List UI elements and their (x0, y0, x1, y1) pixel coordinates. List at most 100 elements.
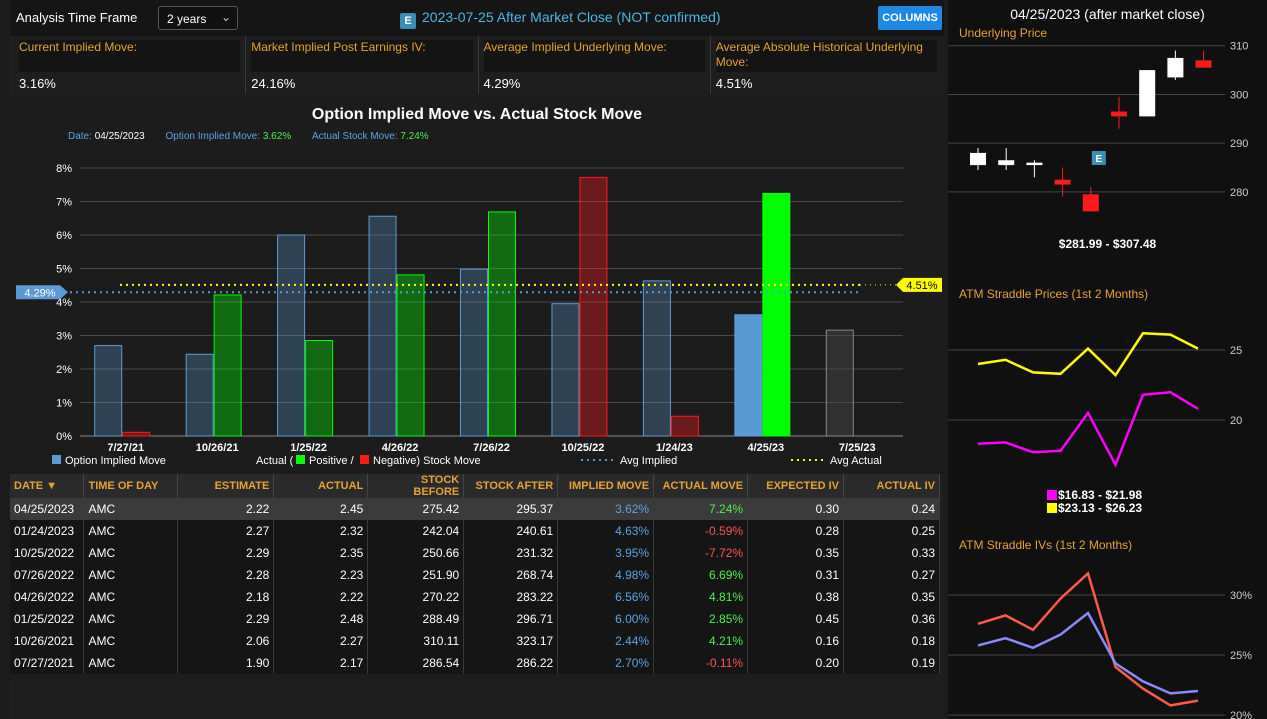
cell-time-of-day: AMC (83, 630, 179, 652)
avg-actual-tag (896, 277, 942, 292)
legend-positive-text: Positive / (309, 455, 355, 467)
positive-move-bar (305, 340, 334, 437)
table-row[interactable]: 04/25/2023 AMC 2.22 2.45 275.42 295.37 3.62% 7.… (10, 498, 940, 520)
stat-value: 4.51% (715, 76, 753, 91)
table-header-row: DATE ▼ TIME OF DAY ESTIMATE ACTUAL STOCK… (10, 474, 940, 498)
cell-actual: 2.27 (273, 630, 369, 652)
col-header-date[interactable]: DATE ▼ (10, 474, 85, 498)
table-row[interactable]: 07/26/2022 AMC 2.28 2.23 251.90 268.74 4.98% 6.… (10, 564, 940, 586)
cell-date: 10/25/2022 (10, 542, 85, 564)
y-tick-label: 1% (56, 398, 72, 410)
table-row[interactable]: 10/25/2022 AMC 2.29 2.35 250.66 231.32 3.95% -7… (10, 542, 940, 564)
implied-move-bar (734, 314, 763, 437)
cell-actual: 2.23 (273, 564, 369, 586)
table-body: 04/25/2023 AMC 2.22 2.45 275.42 295.37 3.62% 7.… (10, 498, 940, 674)
col-header-estimate[interactable]: ESTIMATE (177, 474, 275, 498)
cell-estimate: 2.18 (177, 586, 275, 608)
cell-implied-move: 6.56% (557, 586, 655, 608)
col-header-stock-after[interactable]: STOCK AFTER (463, 474, 559, 498)
y-tick-label: 20% (1230, 710, 1252, 719)
col-header-time-of-day[interactable]: TIME OF DAY (83, 474, 179, 498)
cell-stock-after: 296.71 (463, 608, 559, 630)
cell-stock-before: 288.49 (367, 608, 465, 630)
col-header-actual[interactable]: ACTUAL (273, 474, 369, 498)
legend-negative-text: Negative) Stock Move (373, 455, 481, 467)
y-tick-label: 300 (1230, 89, 1248, 101)
y-tick-label: 7% (56, 197, 72, 209)
time-frame-label: Analysis Time Frame (16, 10, 138, 25)
cell-actual-iv: 0.19 (843, 652, 940, 674)
yellow-swatch (1047, 503, 1057, 513)
subtitle-actual-value: 7.24% (400, 131, 429, 142)
table-row[interactable]: 10/26/2021 AMC 2.06 2.27 310.11 323.17 2.44% 4.… (10, 630, 940, 652)
cell-implied-move: 4.63% (557, 520, 655, 542)
table-row[interactable]: 01/24/2023 AMC 2.27 2.32 242.04 240.61 4.63% -0… (10, 520, 940, 542)
series-line (977, 611, 1199, 695)
x-tick-label: 7/26/22 (473, 442, 510, 454)
positive-move-bar (213, 294, 242, 437)
positive-move-bar (396, 274, 425, 437)
stat-value: 4.29% (483, 76, 521, 91)
stat-label: Average Implied Underlying Move: (483, 40, 705, 72)
table-row[interactable]: 01/25/2022 AMC 2.29 2.48 288.49 296.71 6.00% 2.… (10, 608, 940, 630)
toolbar: Analysis Time Frame 2 years ⌄ E 2023-07-2… (10, 0, 944, 36)
col-header-implied-move[interactable]: IMPLIED MOVE (557, 474, 655, 498)
y-tick-label: 20 (1230, 415, 1242, 427)
cell-actual: 2.17 (273, 652, 369, 674)
implied-move-bar (551, 303, 580, 437)
move-chart-panel: Option Implied Move vs. Actual Stock Mov… (10, 96, 944, 474)
negative-move-bar (579, 176, 608, 437)
cell-time-of-day: AMC (83, 608, 179, 630)
subtitle-implied-value: 3.62% (262, 131, 292, 142)
cell-expected-iv: 0.30 (747, 498, 844, 520)
columns-button[interactable]: COLUMNS (878, 6, 942, 30)
cell-actual-iv: 0.33 (843, 542, 940, 564)
chart-title: Option Implied Move vs. Actual Stock Mov… (311, 106, 643, 123)
y-tick-label: 30% (1230, 590, 1252, 602)
stats-row: Current Implied Move: 3.16% Market Impli… (14, 36, 942, 94)
cell-expected-iv: 0.20 (747, 652, 844, 674)
col-header-expected-iv[interactable]: EXPECTED IV (747, 474, 844, 498)
cell-actual: 2.35 (273, 542, 369, 564)
earnings-icon-label: E (1095, 154, 1102, 165)
implied-move-bar (460, 268, 488, 437)
candle-body (1167, 57, 1184, 78)
cell-actual-move: 4.21% (653, 630, 749, 652)
earnings-icon: E (400, 13, 416, 29)
cell-estimate: 2.27 (177, 520, 275, 542)
cell-implied-move: 3.62% (557, 498, 655, 520)
cell-actual-iv: 0.27 (843, 564, 940, 586)
cell-actual: 2.45 (273, 498, 369, 520)
y-tick-label: 2% (56, 364, 72, 376)
table-row[interactable]: 07/27/2021 AMC 1.90 2.17 286.54 286.22 2.70% -0… (10, 652, 940, 674)
cell-date: 04/25/2023 (10, 498, 85, 520)
col-header-actual-iv[interactable]: ACTUAL IV (843, 474, 940, 498)
magenta-swatch (1047, 490, 1057, 500)
table-row[interactable]: 04/26/2022 AMC 2.18 2.22 270.22 283.22 6.56% 4.… (10, 586, 940, 608)
x-tick-label: 4/26/22 (382, 442, 419, 454)
series-line (977, 571, 1199, 707)
cell-actual-iv: 0.25 (843, 520, 940, 542)
implied-move-bar (825, 329, 854, 437)
cell-stock-before: 275.42 (367, 498, 465, 520)
main-panel: Analysis Time Frame 2 years ⌄ E 2023-07-2… (10, 0, 944, 719)
avg-implied-tag-label: 4.29% (24, 287, 55, 299)
col-header-stock-before[interactable]: STOCK BEFORE (367, 474, 465, 498)
cell-stock-before: 270.22 (367, 586, 465, 608)
cell-actual-move: -0.59% (653, 520, 749, 542)
cell-estimate: 2.06 (177, 630, 275, 652)
cell-stock-after: 231.32 (463, 542, 559, 564)
series-line (977, 391, 1199, 468)
x-tick-label: 7/27/21 (107, 442, 144, 454)
legend-avg-implied-text: Avg Implied (620, 455, 677, 467)
stat-current-implied-move: Current Implied Move: 3.16% (14, 36, 247, 94)
cell-estimate: 2.22 (177, 498, 275, 520)
cell-stock-before: 286.54 (367, 652, 465, 674)
side-panel: 04/25/2023 (after market close) Underlyi… (948, 0, 1267, 719)
legend-negative-swatch (360, 455, 369, 464)
cell-expected-iv: 0.38 (747, 586, 844, 608)
col-header-actual-move[interactable]: ACTUAL MOVE (653, 474, 749, 498)
time-frame-select[interactable]: 2 years ⌄ (158, 6, 238, 30)
cell-stock-after: 286.22 (463, 652, 559, 674)
